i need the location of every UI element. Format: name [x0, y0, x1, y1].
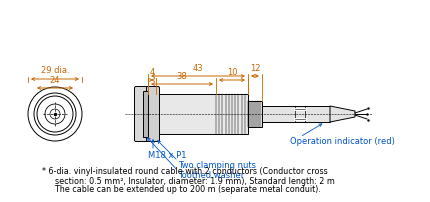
Text: 4: 4 [149, 68, 154, 77]
Bar [247, 101, 261, 127]
Text: The cable can be extended up to 200 m (separate metal conduit).: The cable can be extended up to 200 m (s… [50, 185, 320, 195]
Polygon shape [329, 106, 354, 122]
Text: Toothed washer: Toothed washer [178, 171, 244, 181]
Text: 10: 10 [226, 68, 237, 77]
Text: 38: 38 [176, 72, 187, 81]
Text: Operation indicator (red): Operation indicator (red) [289, 138, 394, 146]
Bar [143, 91, 147, 137]
Bar [261, 106, 329, 122]
FancyBboxPatch shape [134, 86, 149, 141]
Text: Two clamping nuts: Two clamping nuts [178, 162, 255, 170]
Text: * 6-dia. vinyl-insulated round cable with 2 conductors (Conductor cross: * 6-dia. vinyl-insulated round cable wit… [42, 167, 327, 177]
Text: 12: 12 [249, 64, 260, 73]
Text: M18 x P1: M18 x P1 [147, 152, 186, 161]
Bar [147, 94, 247, 134]
FancyBboxPatch shape [146, 86, 159, 141]
Text: section: 0.5 mm², Insulator, diameter: 1.9 mm), Standard length: 2 m: section: 0.5 mm², Insulator, diameter: 1… [50, 177, 334, 185]
Text: 24: 24 [49, 76, 60, 85]
Text: 43: 43 [192, 64, 203, 73]
Text: 29 dia.: 29 dia. [40, 66, 69, 75]
